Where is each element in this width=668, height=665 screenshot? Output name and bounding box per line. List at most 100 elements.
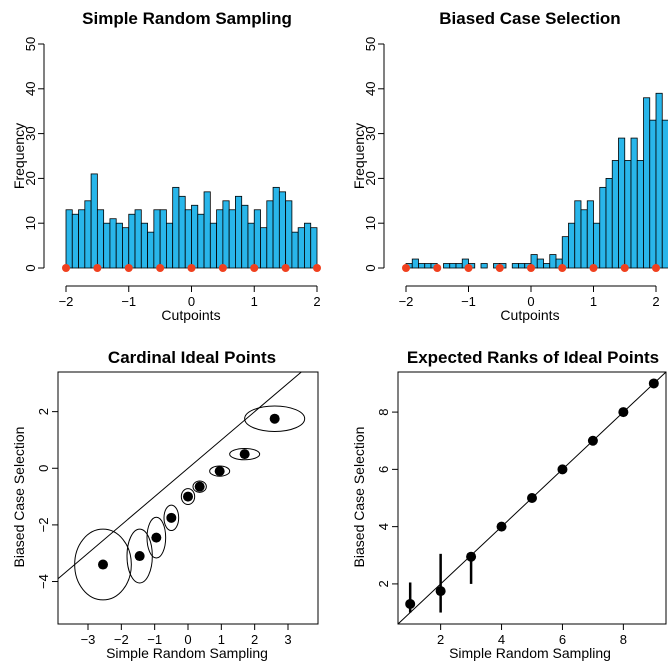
y-axis-label: Biased Case Selection [11,427,27,568]
histogram-bar [536,258,544,269]
histogram-bar [424,263,432,269]
histogram-bar [191,204,199,269]
data-point [98,559,108,570]
histogram-bar [78,209,86,269]
cutpoint-marker [93,264,102,272]
cutpoint-marker [187,264,196,272]
x-tick-label: −1 [121,294,136,309]
data-point [587,435,598,446]
cutpoint-marker [589,264,598,272]
histogram-bar [71,213,79,269]
histogram-bar [611,160,619,269]
confidence-ellipse [192,480,207,493]
histogram-bar [655,92,663,269]
y-tick-label: 50 [23,37,38,51]
histogram-bar [134,209,142,269]
x-tick-label: 0 [188,294,195,309]
x-tick-label: 1 [218,632,225,647]
y-tick-label: 40 [363,82,378,96]
data-point [405,598,416,609]
y-tick-label: 10 [23,216,38,230]
histogram-bar [128,213,136,269]
plot-frame [397,371,667,625]
data-point [214,466,225,477]
histogram-bar [599,186,607,269]
y-tick-label: 0 [36,465,51,472]
y-tick-label: 0 [23,264,38,271]
histogram-bar [291,231,299,269]
histogram-bar [222,200,230,269]
y-tick-label: 4 [376,523,391,530]
cutpoint-marker [527,264,535,272]
histogram-bar [418,263,426,269]
histogram-bar [443,263,451,269]
cutpoint-marker [218,264,227,272]
confidence-ellipse [180,488,196,506]
panel-cardinal-ideal-points: Cardinal Ideal Points Biased Case Select… [11,348,319,661]
data-point [435,586,446,597]
histogram-bar [636,160,644,269]
histogram-bar [241,204,249,269]
y-tick-label: 30 [363,126,378,140]
cutpoint-marker [620,264,629,272]
histogram-bar [172,186,180,269]
data-point [466,551,477,562]
histogram-bar [605,177,613,269]
x-tick-label: −2 [59,294,74,309]
histogram-bar [568,222,576,269]
histogram-bar [272,186,280,269]
y-tick-label: 10 [363,216,378,230]
x-axis-label: Cutpoints [161,307,220,323]
histogram-bar [178,195,186,269]
y-tick-label: 8 [376,408,391,415]
histogram-bar [480,263,488,269]
histogram-bar [455,263,463,269]
confidence-ellipse [209,465,231,477]
histogram-bar [661,119,668,269]
histogram-bar [203,191,211,269]
histogram-bar [197,213,205,269]
x-tick-label: −1 [461,294,476,309]
cutpoint-marker [652,264,660,272]
chart-title: Cardinal Ideal Points [108,348,276,367]
histogram-bar [266,200,274,269]
confidence-ellipse [146,516,167,559]
x-tick-label: 0 [184,632,191,647]
y-axis-label: Frequency [351,123,367,189]
data-point [269,413,280,424]
cutpoint-marker [156,264,165,272]
x-tick-label: 4 [498,632,505,647]
reference-line [57,371,302,580]
y-axis-label: Frequency [11,123,27,189]
y-tick-label: 2 [376,580,391,587]
confidence-ellipse [244,405,306,432]
cutpoint-marker [495,264,504,272]
histogram-bar [235,195,243,269]
histogram-bar [122,227,130,269]
histogram-bar [649,119,657,269]
histogram-bar [549,254,557,269]
histogram-bar [260,227,268,269]
histogram-bar [184,209,192,269]
data-point [527,493,537,503]
histogram-bar [278,191,287,269]
cutpoint-marker [281,264,290,272]
histogram-bar [561,236,569,269]
histogram-bar [618,137,626,269]
histogram-bar [586,200,594,269]
histogram-bar [228,209,236,269]
histogram-bar [643,97,651,269]
cutpoint-marker [433,264,442,272]
x-tick-label: −1 [147,632,162,647]
histogram-bar [574,200,582,269]
x-tick-label: −2 [399,294,414,309]
data-point [194,481,205,492]
histogram-bar [285,200,293,269]
x-axis-label: Simple Random Sampling [449,645,611,661]
histogram-bar [247,222,255,269]
x-tick-label: 3 [284,632,291,647]
panel-simple-random-sampling: Simple Random Sampling Frequency Cutpoin… [11,9,321,323]
x-tick-label: 2 [652,294,659,309]
data-point [183,491,193,502]
y-tick-label: 6 [376,466,391,473]
